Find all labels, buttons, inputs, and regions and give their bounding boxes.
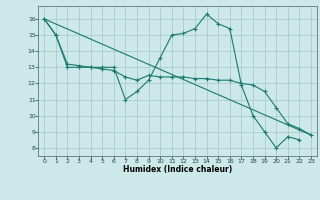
X-axis label: Humidex (Indice chaleur): Humidex (Indice chaleur) (123, 165, 232, 174)
